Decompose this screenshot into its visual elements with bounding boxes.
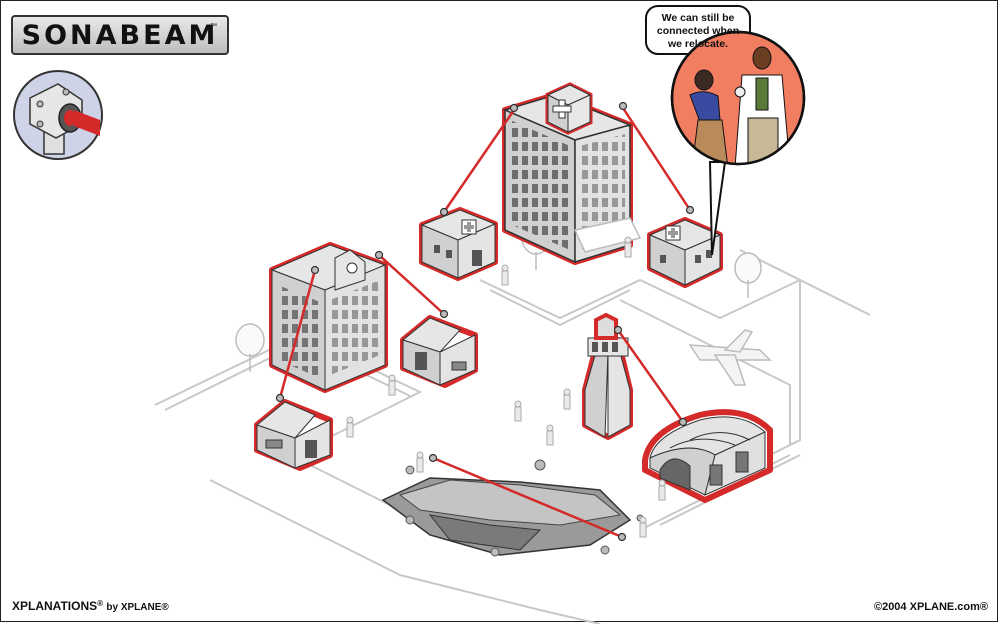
warehouse-left — [254, 399, 333, 471]
clinic-left — [419, 207, 498, 281]
town-hall — [269, 242, 388, 393]
conversation-circle — [670, 30, 806, 256]
hospital-cross-icon — [552, 99, 572, 119]
xplanations-brand: XPLANATIONS — [12, 599, 98, 613]
clinic-right — [647, 217, 723, 288]
sonabeam-device-icon — [13, 70, 103, 160]
logo-trademark: ™ — [210, 23, 217, 30]
sonabeam-logo: SONABEAM ™ — [11, 15, 229, 55]
warehouse-middle — [400, 315, 478, 388]
canyon — [381, 459, 644, 557]
speech-line-3: we relocate. — [667, 38, 729, 50]
footer-credit: XPLANATIONS® by XPLANE® — [12, 599, 169, 613]
transceiver-nodes — [275, 101, 695, 542]
airplane-icon — [688, 329, 772, 386]
speech-line-2: connected when — [656, 25, 740, 37]
speech-bubble-text: We can still be connected when we reloca… — [650, 12, 746, 51]
wireless-links — [278, 107, 692, 539]
by-xplane: by XPLANE® — [106, 602, 169, 613]
hospital-tower — [502, 82, 642, 265]
speech-line-1: We can still be — [661, 12, 735, 24]
hangar — [642, 409, 773, 503]
people-group — [346, 236, 666, 538]
xplanations-trademark: ® — [97, 599, 104, 608]
copyright: ©2004 XPLANE.com® — [873, 601, 988, 613]
control-tower — [582, 312, 633, 440]
logo-text: SONABEAM — [21, 19, 219, 51]
